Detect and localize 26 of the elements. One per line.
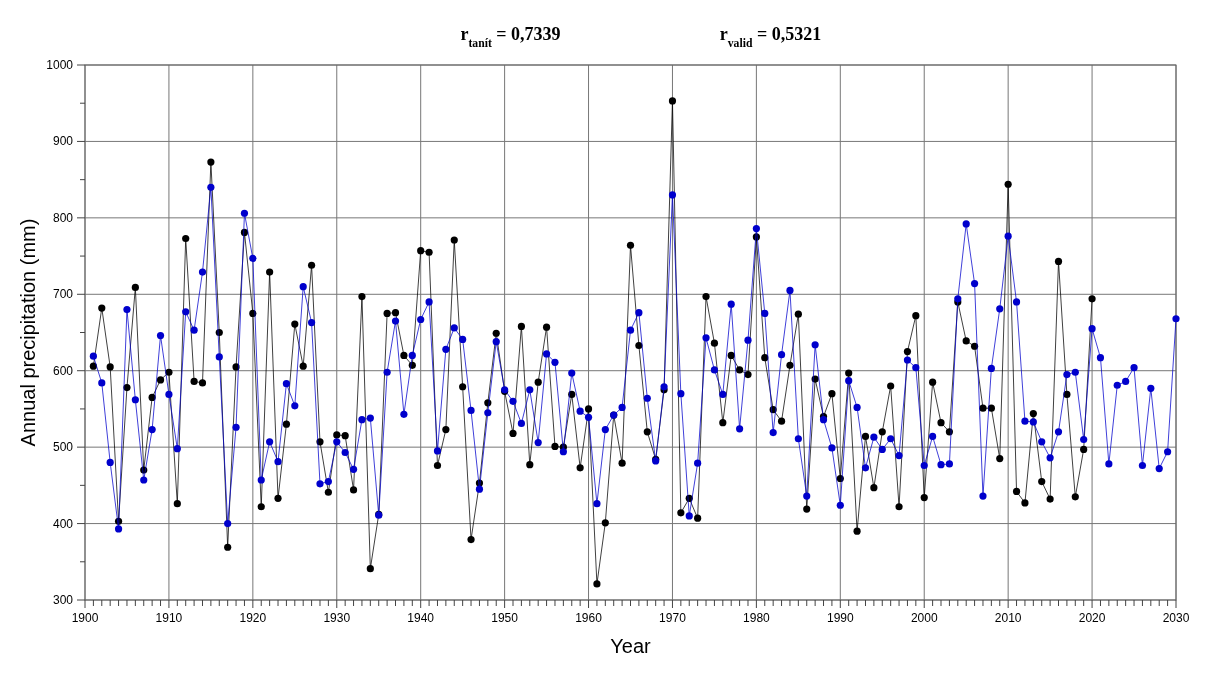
y-tick-label: 400	[52, 516, 74, 531]
y-tick-label: 500	[52, 440, 74, 455]
x-tick-label: 1960	[575, 611, 603, 625]
x-tick-label: 1970	[659, 611, 687, 625]
y-tick-label: 300	[52, 593, 74, 607]
x-tick-label: 1930	[323, 611, 351, 625]
x-tick-label: 1940	[407, 611, 435, 625]
y-axis-title: Annual precipitation (mm)	[17, 218, 39, 447]
x-tick-label: 2010	[994, 611, 1022, 625]
x-tick-label: 1950	[491, 611, 519, 625]
x-tick-label: 1990	[826, 611, 854, 625]
y-tick-label: 700	[52, 287, 74, 302]
y-tick-label: 900	[52, 134, 74, 149]
x-tick-label: 2000	[910, 611, 938, 625]
x-tick-label: 1900	[71, 611, 99, 625]
x-tick-label: 2020	[1078, 611, 1106, 625]
x-tick-label: 2030	[1162, 611, 1190, 625]
x-tick-label: 1920	[239, 611, 267, 625]
y-tick-label: 1000	[46, 58, 74, 72]
text: r$_{tanít}$ = 0,7339	[460, 24, 561, 50]
x-axis-title: Year	[610, 635, 652, 657]
y-tick-label: 800	[52, 210, 74, 225]
text: r$_{valid}$ = 0,5321	[719, 24, 822, 50]
x-tick-label: 1980	[743, 611, 771, 625]
x-tick-label: 1910	[155, 611, 183, 625]
y-tick-label: 600	[52, 363, 74, 378]
